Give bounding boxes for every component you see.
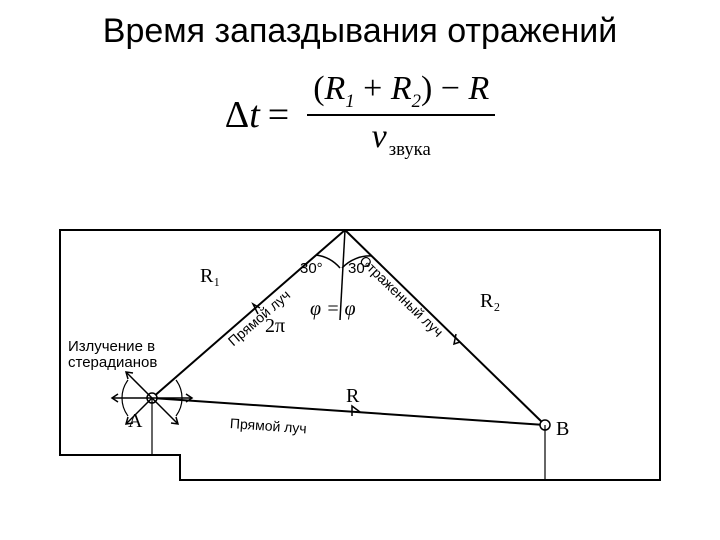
num-r2: R [391,70,412,107]
label-r1: R₁ [200,265,220,288]
paren-close: ) [421,70,432,107]
num-r: R [468,70,489,107]
num-plus: + [355,70,391,107]
paren-open: ( [313,70,324,107]
phi-eq-label: φ = φ [310,298,356,321]
num-r2-sub: 2 [412,91,421,112]
num-r1: R [325,70,346,107]
den-sub: звука [389,139,431,160]
formula-eq: = [268,93,289,137]
label-r: R [346,385,359,408]
emission-label-2: стерадианов [68,354,157,371]
label-r2: R₂ [480,290,500,313]
point-a-label: A [128,410,142,433]
num-minus: − [432,70,468,107]
num-r1-sub: 1 [345,91,354,112]
delay-formula: Δt = (R1 + R2) − R vзвука [0,70,720,161]
formula-delta: Δ [225,93,249,137]
point-b-label: B [556,418,569,441]
den-v: v [372,118,387,155]
emission-label-1: Излучение в [68,338,155,355]
angle-left-label: 30° [300,260,323,277]
page-title: Время запаздывания отражений [0,12,720,51]
formula-fraction: (R1 + R2) − R vзвука [307,70,495,161]
formula-t: t [249,93,260,137]
reflection-diagram: R₁ R₂ R 30° 30° φ = φ 2π A B Излучение в… [40,220,680,520]
formula-denominator: vзвука [372,116,431,160]
formula-numerator: (R1 + R2) − R [307,70,495,114]
